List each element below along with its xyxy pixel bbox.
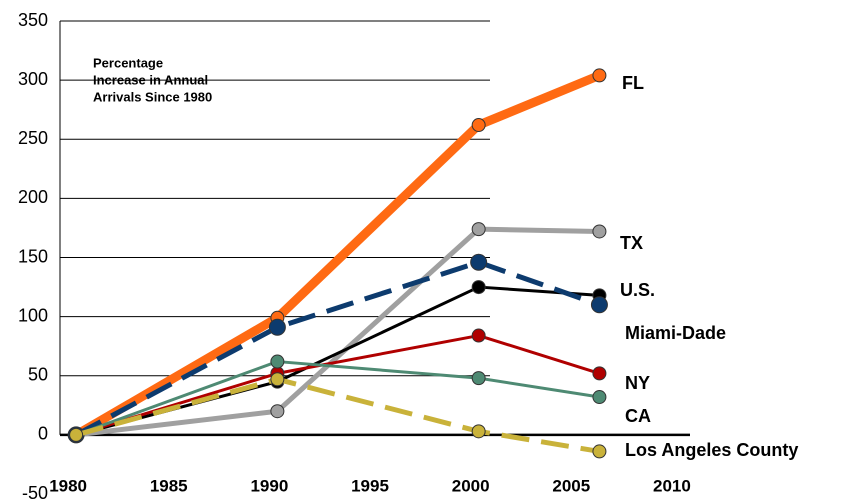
point bbox=[270, 404, 285, 419]
x-tick-label: 2005 bbox=[552, 476, 590, 495]
point bbox=[270, 372, 285, 387]
y-tick-label: 300 bbox=[18, 69, 48, 89]
x-tick-label: 1985 bbox=[150, 476, 188, 495]
point bbox=[270, 354, 285, 369]
point bbox=[471, 424, 486, 439]
series-label: Los Angeles County bbox=[625, 440, 798, 460]
y-tick-label: 100 bbox=[18, 305, 48, 325]
y-tick-label: 350 bbox=[18, 10, 48, 30]
series-line bbox=[75, 334, 600, 437]
x-tick-label: 2010 bbox=[653, 476, 691, 495]
point bbox=[471, 222, 486, 237]
annotation: Increase in Annual bbox=[93, 72, 208, 87]
series-label: Miami-Dade bbox=[625, 323, 726, 343]
series-label: TX bbox=[620, 233, 643, 253]
annotation: Percentage bbox=[93, 55, 163, 70]
series-line bbox=[75, 360, 600, 437]
point bbox=[471, 328, 486, 343]
series-label: FL bbox=[622, 73, 644, 93]
series-label: NY bbox=[625, 373, 650, 393]
y-tick-label: 50 bbox=[28, 365, 48, 385]
x-tick-label: 1990 bbox=[250, 476, 288, 495]
y-tick-label: 200 bbox=[18, 187, 48, 207]
point bbox=[592, 68, 607, 83]
point bbox=[590, 296, 608, 314]
y-tick-label: 150 bbox=[18, 246, 48, 266]
x-tick-label: 2000 bbox=[452, 476, 490, 495]
series-label: CA bbox=[625, 406, 651, 426]
y-tick-label: -50 bbox=[22, 483, 48, 503]
point bbox=[268, 318, 286, 336]
point bbox=[471, 371, 486, 386]
series-line bbox=[75, 376, 600, 454]
x-tick-label: 1980 bbox=[49, 476, 87, 495]
series-line bbox=[74, 259, 601, 438]
point bbox=[470, 253, 488, 271]
point bbox=[69, 427, 84, 442]
point bbox=[592, 390, 607, 405]
series-label: U.S. bbox=[620, 280, 655, 300]
annotation: Arrivals Since 1980 bbox=[93, 89, 212, 104]
point bbox=[592, 366, 607, 381]
y-tick-label: 0 bbox=[38, 424, 48, 444]
series-line bbox=[75, 226, 600, 438]
x-tick-label: 1995 bbox=[351, 476, 389, 495]
point bbox=[471, 280, 486, 295]
series-line bbox=[73, 71, 602, 439]
point bbox=[471, 118, 486, 133]
y-tick-label: 250 bbox=[18, 128, 48, 148]
point bbox=[592, 444, 607, 459]
point bbox=[592, 224, 607, 239]
